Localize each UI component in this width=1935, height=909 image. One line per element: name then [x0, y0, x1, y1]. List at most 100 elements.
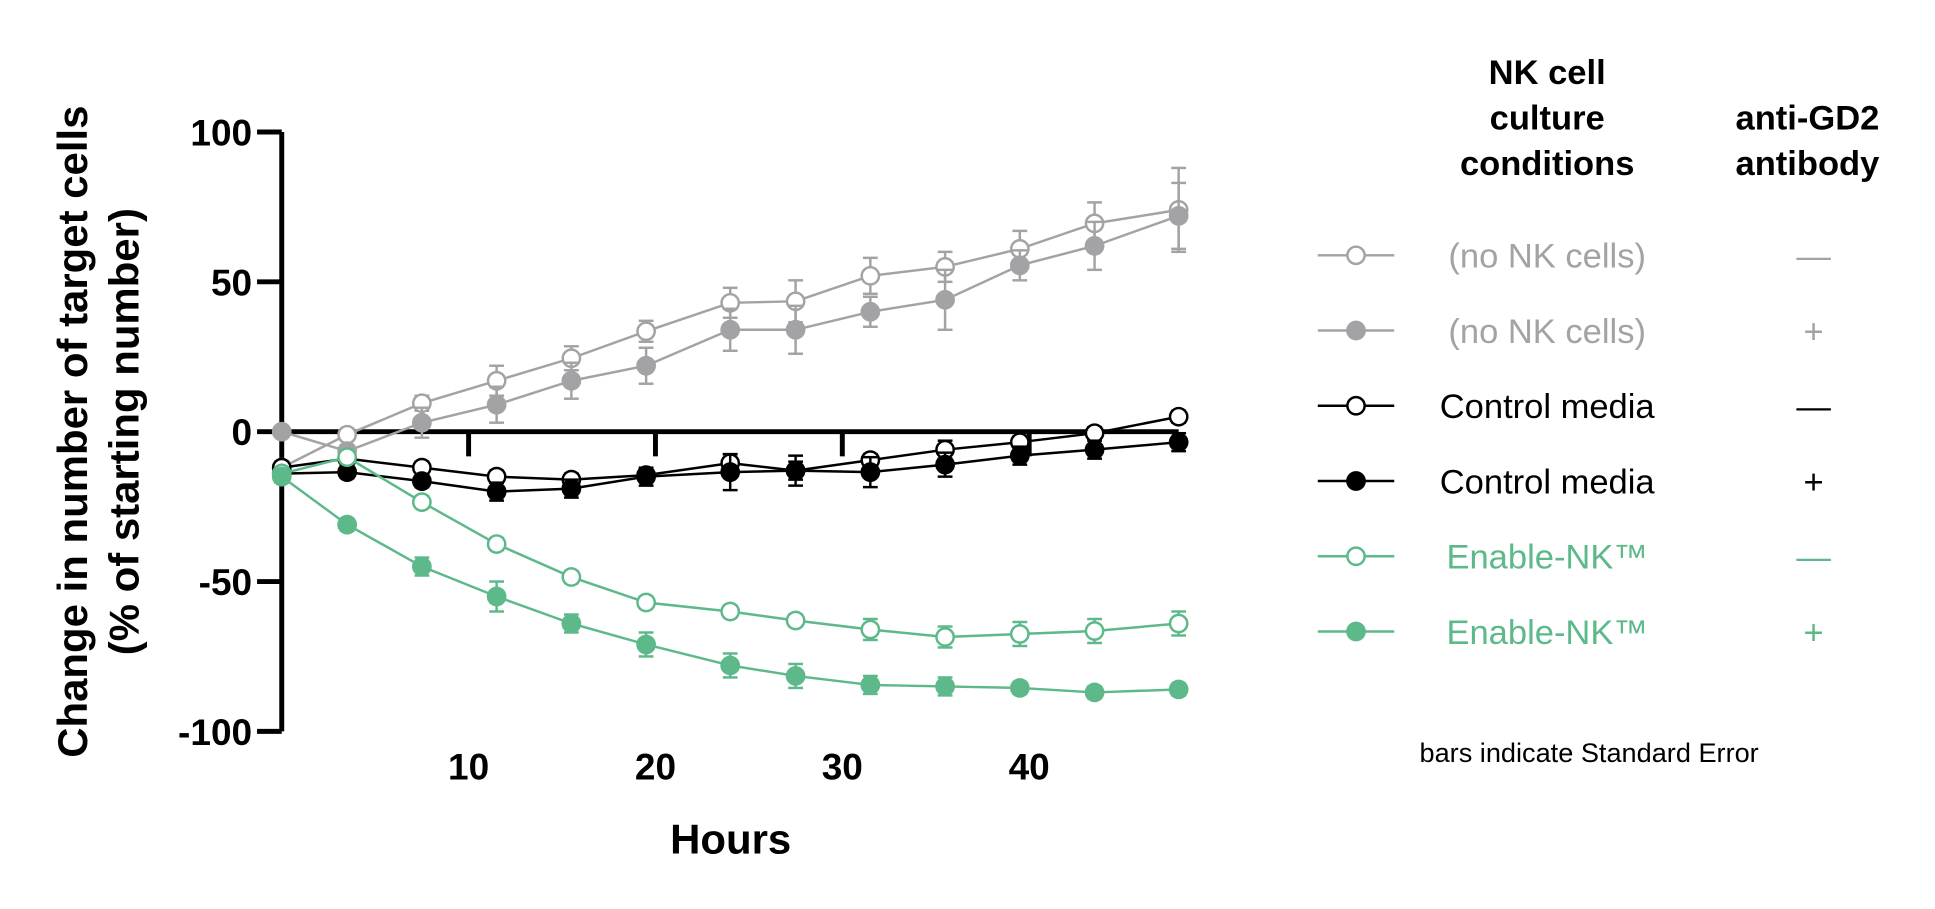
data-point: [1084, 621, 1105, 641]
data-point: [720, 655, 741, 676]
axes: 100 50 0 -50 -100 10 20 30 40: [178, 113, 1179, 787]
x-axis-label: Hours: [670, 815, 791, 862]
data-point: [860, 265, 881, 286]
data-point: [1168, 432, 1189, 453]
data-point: [935, 676, 955, 697]
data-point: [860, 462, 881, 483]
legend-antibody: +: [1804, 614, 1824, 652]
data-point: [1168, 406, 1189, 427]
data-point: [412, 412, 432, 433]
data-point: [486, 586, 507, 607]
legend-entry: (no NK cells) —: [1317, 238, 1831, 276]
legend-label: Enable-NK™: [1446, 614, 1647, 652]
legend-antibody: +: [1804, 463, 1824, 501]
standard-error-note: bars indicate Standard Error: [1419, 737, 1758, 768]
data-point: [1168, 679, 1189, 700]
y-axis-label-line-1: Change in number of target cells: [49, 106, 96, 758]
legend-marker: [1346, 245, 1366, 266]
legend-antibody: —: [1796, 539, 1831, 577]
data-point: [412, 471, 432, 492]
data-point: [1009, 445, 1030, 466]
legend-header-antibody-2: antibody: [1736, 145, 1881, 183]
data-point: [271, 421, 292, 442]
data-point: [486, 534, 507, 554]
data-point: [720, 319, 741, 340]
y-tick-label: 0: [232, 412, 253, 453]
legend-label: Control media: [1440, 388, 1656, 426]
data-point: [636, 355, 656, 376]
legend-label: Control media: [1440, 463, 1656, 501]
legend-marker: [1346, 471, 1366, 491]
data-point: [486, 394, 507, 415]
data-point: [636, 321, 656, 342]
data-point: [337, 424, 358, 445]
data-point: [412, 556, 432, 577]
data-point: [1084, 439, 1105, 460]
data-point: [860, 675, 881, 695]
legend-label: Enable-NK™: [1446, 539, 1647, 577]
y-axis-label: Change in number of target cells (% of s…: [49, 106, 148, 758]
data-point: [1009, 255, 1030, 276]
data-point: [337, 514, 358, 535]
legend-label: (no NK cells): [1448, 313, 1646, 351]
legend-entry: Enable-NK™ +: [1317, 614, 1824, 652]
series-5: [271, 466, 1189, 703]
data-point: [561, 478, 582, 499]
legend-entry: (no NK cells) +: [1317, 313, 1824, 351]
legend-entry: Control media +: [1317, 463, 1824, 501]
data-point: [785, 666, 806, 686]
y-axis-label-line-2: (% of starting number): [101, 208, 148, 655]
data-point: [1084, 423, 1105, 444]
y-tick-label: 50: [211, 262, 252, 303]
legend-marker: [1346, 621, 1366, 642]
data-point: [935, 627, 955, 647]
legend-entry: Control media —: [1317, 388, 1831, 426]
data-point: [636, 592, 656, 613]
series-1: [271, 181, 1189, 462]
y-tick-label: -50: [199, 562, 252, 603]
legend-header-antibody-1: anti-GD2: [1736, 100, 1880, 138]
data-point: [860, 301, 881, 322]
data-point: [860, 619, 881, 640]
data-point: [561, 613, 582, 634]
x-tick-label: 20: [635, 746, 676, 787]
data-point: [720, 601, 741, 622]
data-point: [785, 610, 806, 631]
legend-header-conditions-1: NK cell: [1489, 54, 1606, 92]
plot-area: [271, 166, 1189, 703]
x-tick-label: 30: [822, 746, 863, 787]
data-point: [720, 462, 741, 483]
data-point: [412, 492, 432, 512]
data-point: [1168, 613, 1189, 634]
data-point: [1084, 235, 1105, 256]
legend-header-conditions-2: culture: [1490, 100, 1605, 138]
data-point: [636, 466, 656, 487]
data-point: [561, 370, 582, 391]
data-point: [1168, 206, 1189, 226]
data-point: [1009, 624, 1030, 644]
legend-antibody: +: [1804, 313, 1824, 351]
data-point: [486, 481, 507, 502]
data-point: [1009, 678, 1030, 698]
data-point: [935, 289, 955, 310]
legend-marker: [1346, 546, 1366, 567]
data-point: [271, 466, 292, 487]
data-point: [935, 454, 955, 475]
legend-entry: Enable-NK™ —: [1317, 539, 1831, 577]
data-point: [561, 567, 582, 587]
legend-marker: [1346, 320, 1366, 341]
data-point: [785, 460, 806, 481]
x-tick-label: 40: [1009, 746, 1050, 787]
legend-label: (no NK cells): [1448, 238, 1646, 276]
legend-antibody: —: [1796, 388, 1831, 426]
legend-marker: [1346, 395, 1366, 416]
data-point: [1084, 682, 1105, 703]
legend: NK cell culture conditions anti-GD2 anti…: [1317, 54, 1881, 768]
y-tick-label: -100: [178, 712, 252, 753]
data-point: [337, 447, 358, 468]
legend-header-conditions-3: conditions: [1460, 145, 1634, 183]
legend-antibody: —: [1796, 238, 1831, 276]
y-tick-label: 100: [190, 113, 252, 154]
